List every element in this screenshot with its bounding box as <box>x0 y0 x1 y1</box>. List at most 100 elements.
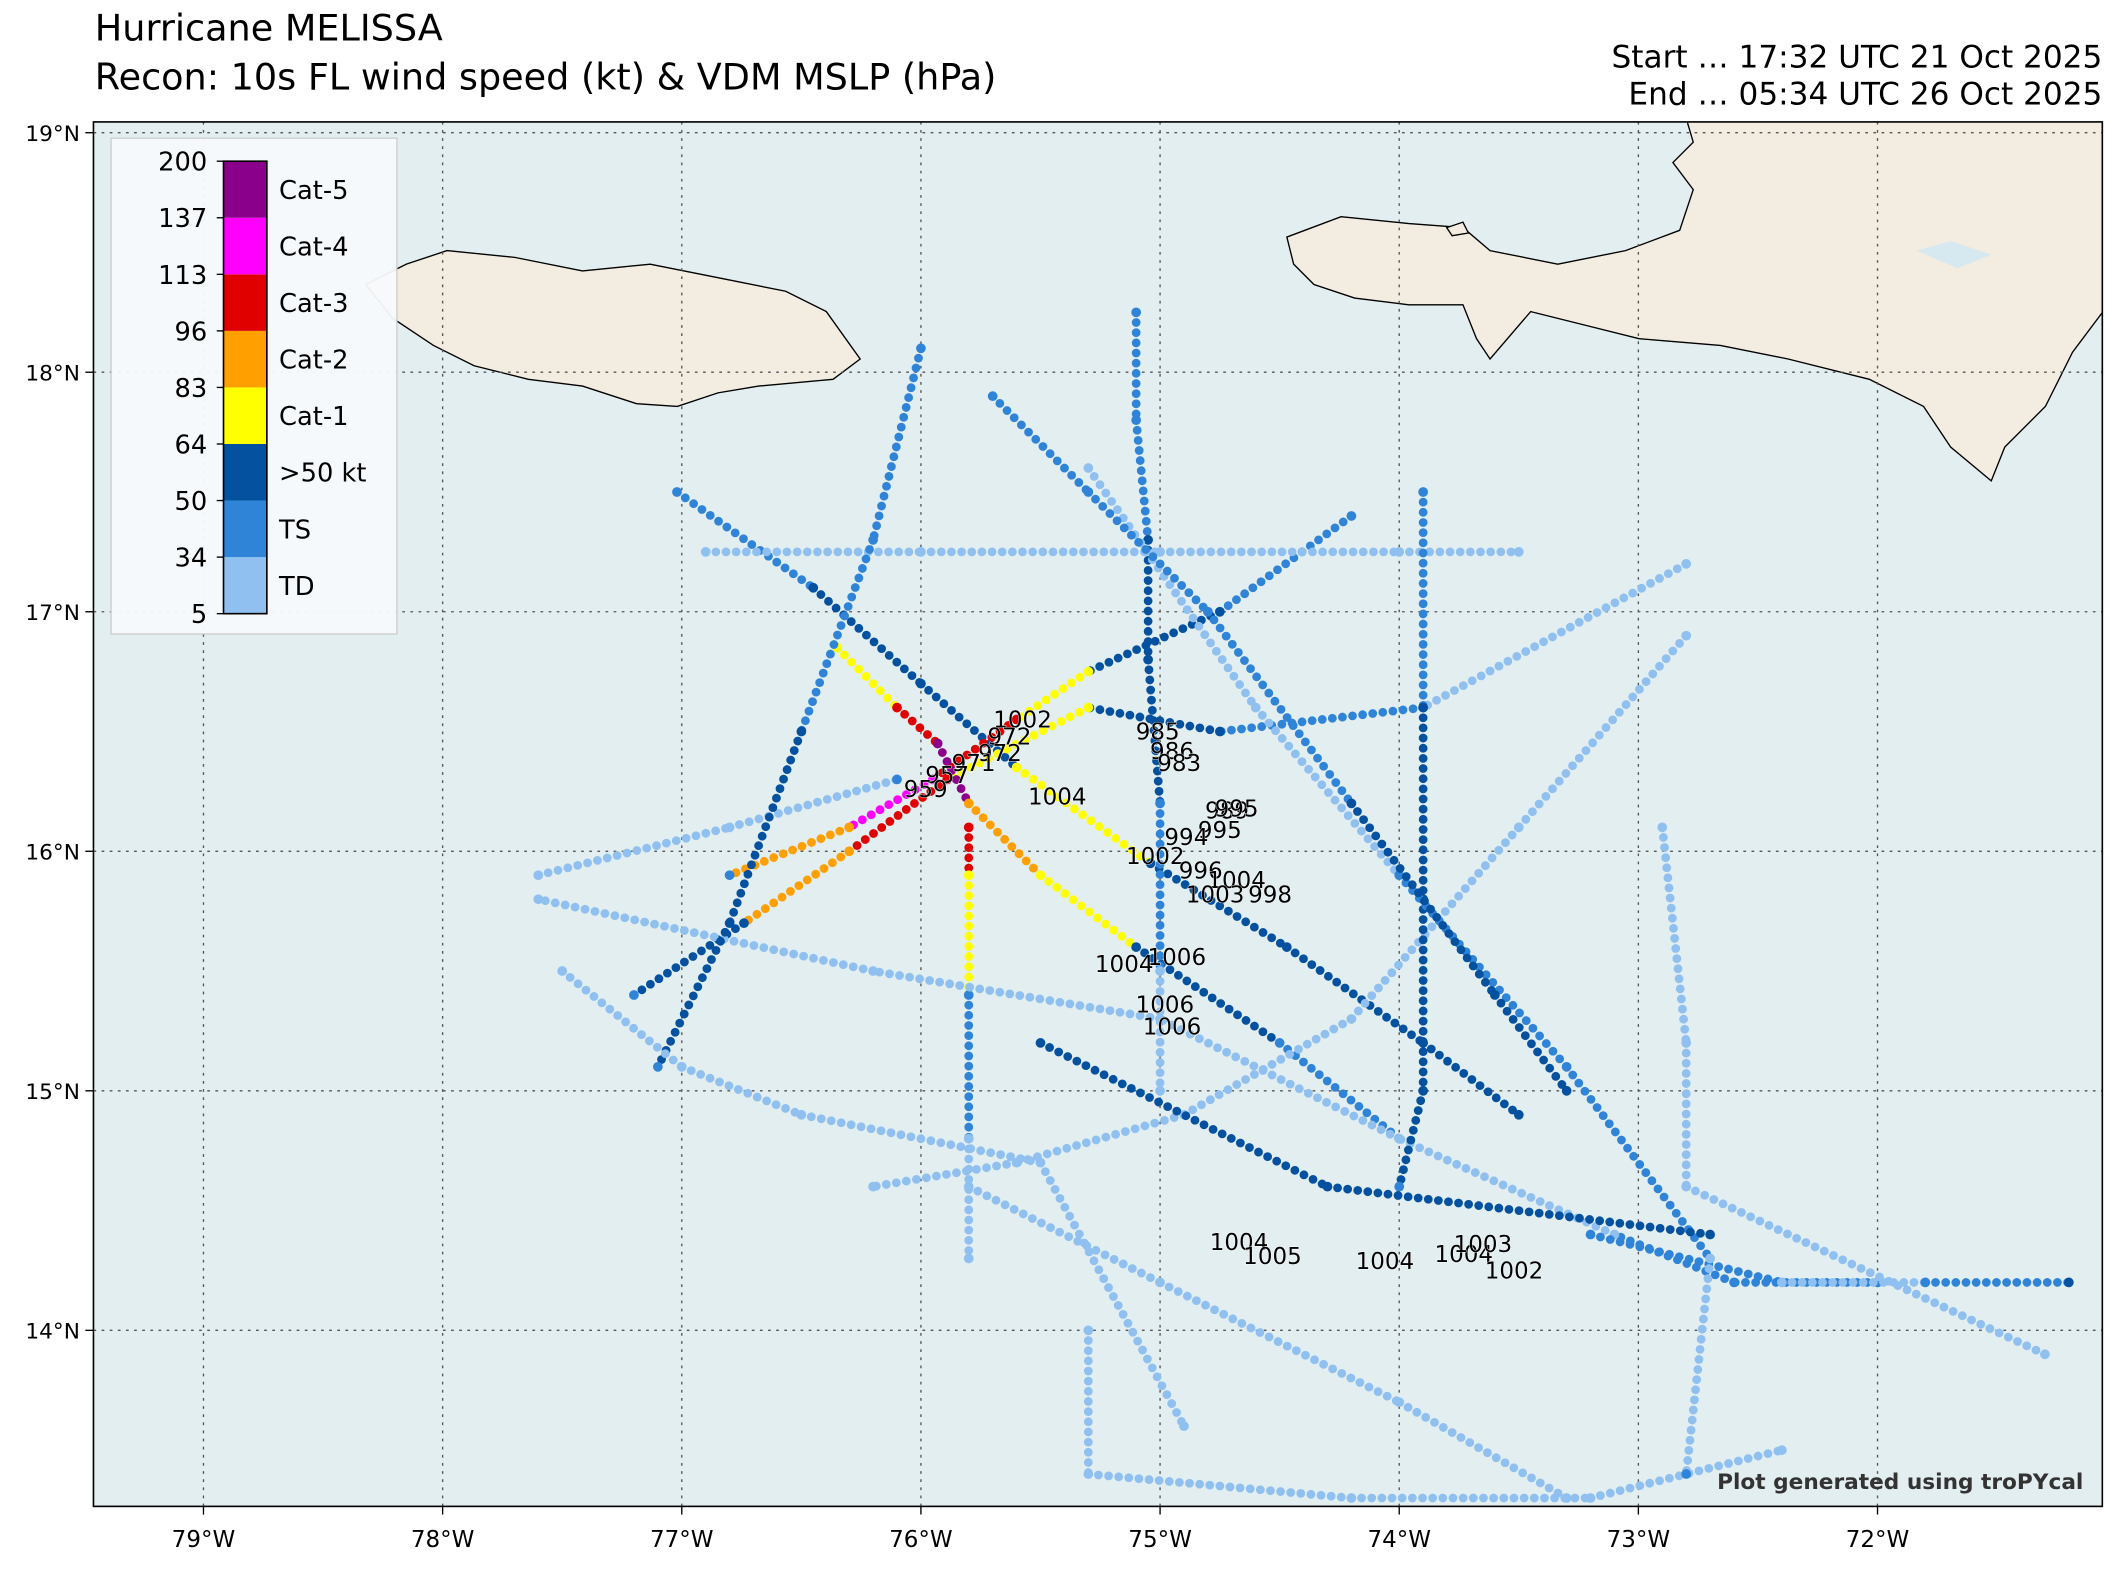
track-point <box>1131 942 1142 952</box>
track-point <box>796 726 807 737</box>
track-point <box>1155 1277 1165 1288</box>
track-segment <box>1394 1086 1428 1192</box>
track-segment <box>1418 559 1691 712</box>
track-point <box>533 894 544 905</box>
track-segment <box>1215 511 1356 617</box>
track-point <box>844 846 855 857</box>
track-point <box>928 774 938 785</box>
track-point <box>1776 1277 1787 1288</box>
track-point <box>629 990 639 1000</box>
colorbar-cell <box>223 330 267 388</box>
track-point <box>963 822 974 833</box>
track-segment <box>1323 1182 1715 1239</box>
track-point <box>1681 630 1692 641</box>
track-segment <box>1275 1038 1404 1144</box>
track-point <box>963 1253 974 1264</box>
track-segment <box>1610 1230 1739 1287</box>
y-tick-label: 14°N <box>25 1319 80 1344</box>
track-point <box>1490 990 1500 1000</box>
track-segment <box>1155 1278 1404 1407</box>
track-point <box>1274 1038 1285 1048</box>
track-segment <box>1131 415 1153 545</box>
track-point <box>808 582 819 593</box>
track-point <box>1322 1181 1333 1192</box>
colorbar-label: 137 <box>158 204 207 234</box>
track-segment <box>1179 1014 1356 1120</box>
pressure-label: 957 <box>925 763 969 789</box>
x-tick-label: 72°W <box>1846 1527 1910 1553</box>
track-point <box>916 678 926 689</box>
track-segment <box>533 822 735 880</box>
pressure-label: 986 <box>1150 739 1194 765</box>
track-point <box>1155 546 1165 557</box>
legend-category: Cat-1 <box>279 402 348 432</box>
title: Hurricane MELISSA <box>95 7 443 50</box>
track-point <box>1179 1421 1189 1432</box>
track-point <box>1346 1493 1357 1503</box>
track-segment <box>933 739 974 808</box>
x-tick-label: 74°W <box>1367 1527 1431 1553</box>
track-point <box>1131 307 1142 318</box>
track-segment <box>868 343 926 545</box>
track-point <box>1346 511 1357 521</box>
track-point <box>676 1061 687 1072</box>
track-segment <box>653 918 735 1072</box>
track-segment <box>1203 607 1356 808</box>
track-point <box>932 738 943 749</box>
hispaniola <box>1286 121 2103 483</box>
track-point <box>868 1181 878 1192</box>
track-point <box>2040 1349 2050 1360</box>
legend-category: Cat-3 <box>279 289 348 319</box>
track-point <box>700 546 711 557</box>
track-segment <box>1036 1158 1189 1431</box>
track-point <box>892 702 902 713</box>
colorbar-label: 5 <box>191 600 207 630</box>
track-point <box>1418 1085 1429 1096</box>
end-time: End … 05:34 UTC 26 Oct 2025 <box>1628 76 2102 112</box>
track-segment <box>1418 1038 1524 1120</box>
pressure-label: 1004 <box>1207 868 1266 894</box>
track-point <box>1657 822 1668 833</box>
track-point <box>868 966 878 976</box>
colorbar-cell <box>223 500 267 558</box>
track-point <box>739 918 749 929</box>
track-point <box>1143 535 1153 545</box>
y-tick-label: 18°N <box>25 361 80 386</box>
track-segment <box>533 894 878 976</box>
pressure-label: 995 <box>1215 796 1259 822</box>
track-point <box>1083 487 1094 497</box>
track-segment <box>1083 607 1225 677</box>
colorbar-label: 200 <box>158 148 207 178</box>
x-tick-label: 73°W <box>1607 1527 1671 1553</box>
y-tick-label: 16°N <box>25 840 80 865</box>
colorbar-cell <box>223 387 267 444</box>
colorbar-label: 96 <box>175 317 208 347</box>
track-segment <box>796 535 878 736</box>
gonave <box>1445 221 1470 237</box>
track-point <box>1250 702 1261 713</box>
land <box>364 121 2103 483</box>
track-segment <box>868 1158 1021 1192</box>
x-tick-label: 79°W <box>172 1527 236 1553</box>
pressure-label: 1004 <box>1356 1249 1415 1275</box>
track-point <box>1281 942 1292 952</box>
track-point <box>1681 558 1692 569</box>
colorbar-label: 83 <box>175 374 208 404</box>
track-segment <box>1012 1110 1189 1168</box>
track-point <box>1585 1229 1596 1240</box>
colorbar-label: 50 <box>175 487 208 517</box>
track-point <box>1346 798 1357 809</box>
track-segment <box>677 1062 806 1120</box>
track-point <box>1214 726 1225 737</box>
track-segment <box>1036 1038 1332 1192</box>
track-segment <box>1012 763 1155 868</box>
track-segment <box>1155 1014 1404 1144</box>
track-point <box>963 870 974 881</box>
pressure-label: 1002 <box>1485 1259 1544 1285</box>
track-point <box>1729 1277 1739 1288</box>
track-point <box>724 822 735 833</box>
track-point <box>796 1109 807 1120</box>
